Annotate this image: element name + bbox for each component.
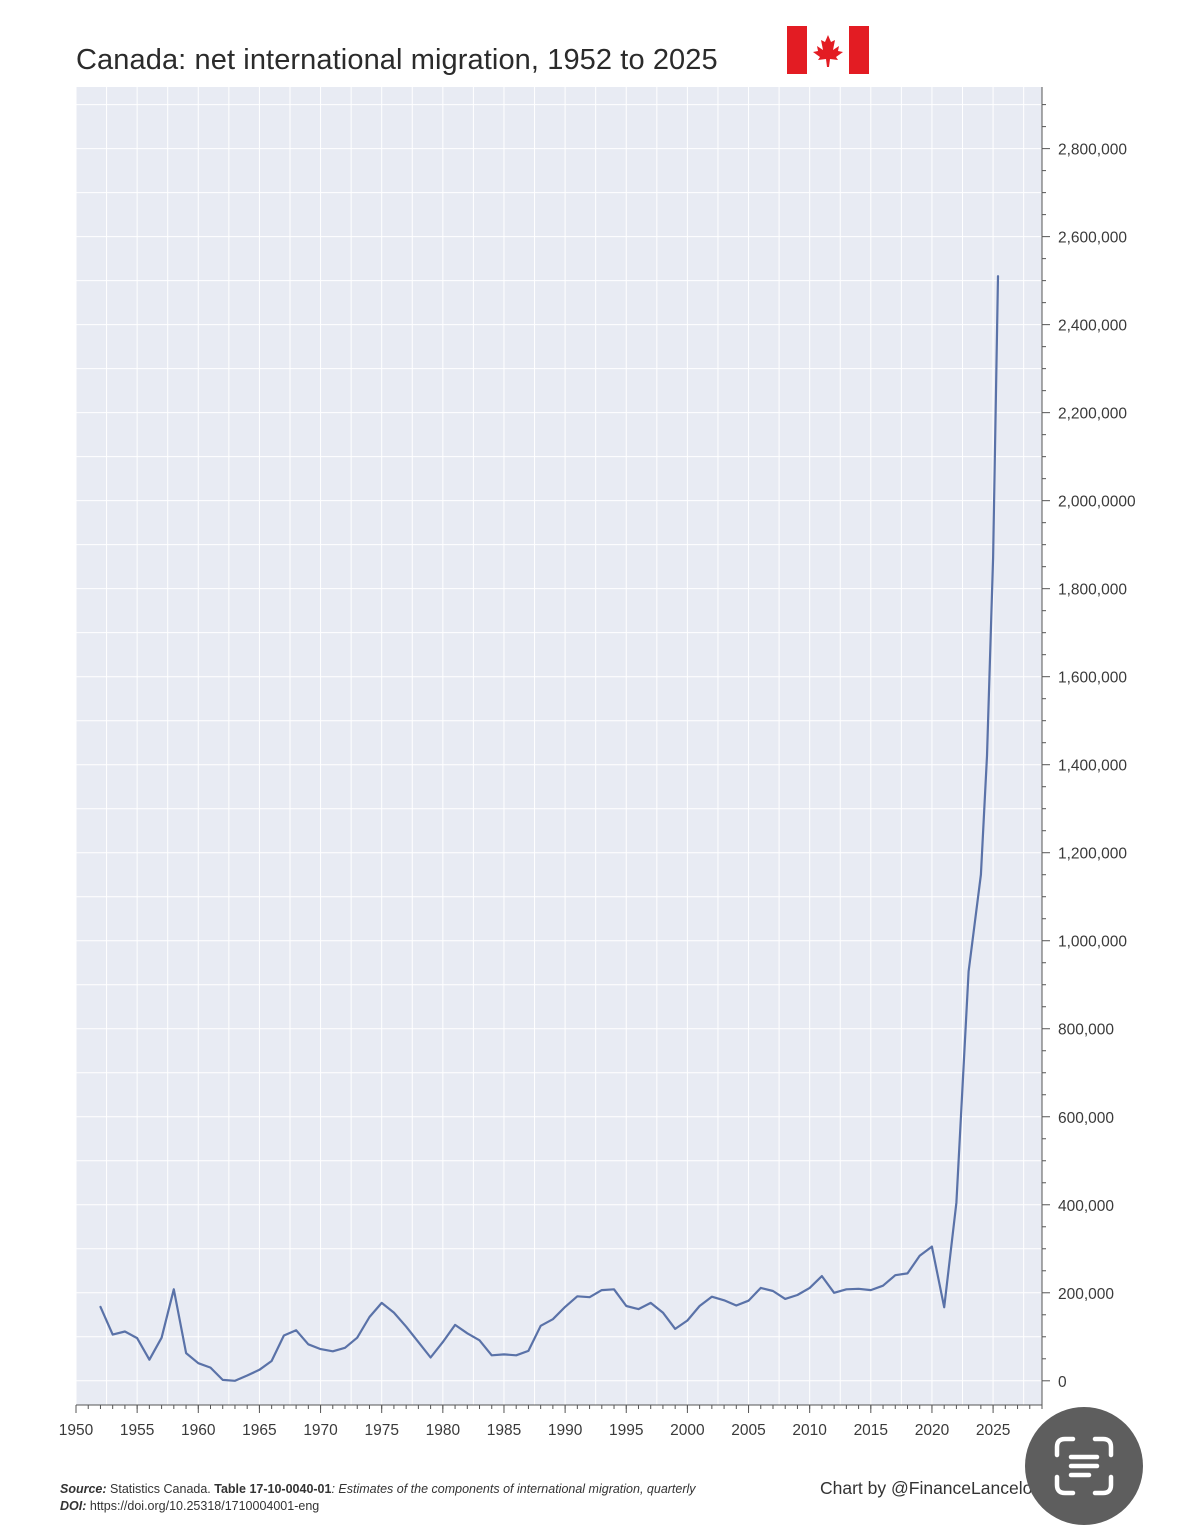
table-id: Table 17-10-0040-01 (214, 1482, 332, 1496)
x-tick-label: 1995 (609, 1422, 643, 1439)
x-tick-label: 2000 (670, 1422, 705, 1439)
y-tick-label: 2,400,000 (1058, 318, 1127, 335)
source-line: Source: Statistics Canada. Table 17-10-0… (60, 1481, 696, 1498)
x-tick-label: 2020 (915, 1422, 950, 1439)
x-tick-label: 2005 (731, 1422, 765, 1439)
scan-text-icon (1054, 1436, 1114, 1496)
source-text: Statistics Canada. (110, 1482, 211, 1496)
chart-footer: Source: Statistics Canada. Table 17-10-0… (60, 1481, 696, 1515)
y-tick-label: 2,200,000 (1058, 406, 1127, 423)
y-tick-label: 200,000 (1058, 1286, 1114, 1303)
x-tick-label: 1960 (181, 1422, 216, 1439)
x-tick-label: 1975 (364, 1422, 398, 1439)
x-tick-label: 2015 (854, 1422, 888, 1439)
series-layer (99, 275, 1000, 1382)
chart-title: Canada: net international migration, 195… (76, 44, 718, 76)
x-tick-label: 1965 (242, 1422, 276, 1439)
y-tick-label: 2,600,000 (1058, 230, 1127, 247)
x-axis: 1950 1955 1960 1965 1970 1975 1980 1985 1990 1995… (59, 1404, 1043, 1439)
doi-link[interactable]: https://doi.org/10.25318/1710004001-eng (89, 1499, 320, 1513)
x-tick-label: 2010 (792, 1422, 827, 1439)
chart-credit: Chart by @FinanceLancelot (820, 1478, 1038, 1498)
x-tick-label: 1970 (303, 1422, 338, 1439)
canada-flag-icon (787, 26, 869, 74)
y-tick-label: 0 (1058, 1374, 1067, 1391)
y-tick-label: 1,600,000 (1058, 670, 1127, 687)
y-axis: 0 200,000 400,000 600,000 800,000 1,000,000 1,… (1041, 87, 1136, 1405)
scan-text-button[interactable] (1025, 1407, 1143, 1525)
y-tick-label: 1,200,000 (1058, 846, 1127, 863)
y-tick-label: 600,000 (1058, 1110, 1114, 1127)
gridlines (75, 87, 1042, 1405)
doi-label: DOI: (60, 1499, 87, 1513)
x-tick-label: 1985 (487, 1422, 521, 1439)
x-tick-label: 1955 (120, 1422, 154, 1439)
x-tick-label: 1950 (59, 1422, 94, 1439)
x-tick-label: 2025 (976, 1422, 1010, 1439)
y-tick-label: 1,000,000 (1058, 934, 1127, 951)
series-line-net-migration (99, 275, 1000, 1382)
source-label: Source: (60, 1482, 107, 1496)
y-tick-label: 2,000,0000 (1058, 494, 1136, 511)
plot-area (76, 87, 1042, 1405)
y-tick-label: 800,000 (1058, 1022, 1114, 1039)
x-tick-label: 1980 (426, 1422, 461, 1439)
y-tick-label: 2,800,000 (1058, 142, 1127, 159)
y-tick-label: 400,000 (1058, 1198, 1114, 1215)
table-description: : Estimates of the components of interna… (331, 1482, 696, 1496)
doi-line: DOI: https://doi.org/10.25318/1710004001… (60, 1498, 696, 1515)
y-tick-label: 1,400,000 (1058, 758, 1127, 775)
x-tick-label: 1990 (548, 1422, 583, 1439)
y-tick-label: 1,800,000 (1058, 582, 1127, 599)
